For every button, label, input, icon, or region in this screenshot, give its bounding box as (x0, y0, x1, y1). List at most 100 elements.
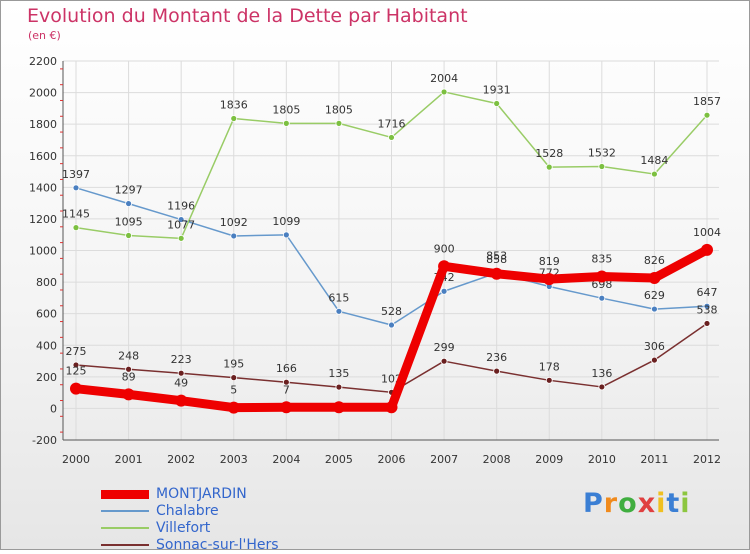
data-point (651, 356, 658, 364)
data-label: 49 (174, 377, 188, 390)
data-label: 1095 (115, 215, 143, 228)
data-label: 166 (276, 362, 297, 375)
y-tick-label: 1800 (29, 118, 57, 131)
x-tick-label: 2012 (693, 453, 721, 466)
y-tick-label: 2200 (29, 55, 57, 68)
logo-letter: r (603, 488, 619, 519)
data-point (125, 200, 132, 207)
legend-label: Villefort (156, 520, 211, 536)
logo-letter: i (680, 488, 691, 519)
data-label: 1836 (220, 98, 248, 111)
data-point (125, 365, 132, 373)
data-point (72, 224, 80, 232)
y-tick-label: 0 (50, 402, 57, 415)
data-point (440, 287, 448, 295)
data-label: 1528 (535, 147, 563, 160)
data-label: 1297 (115, 184, 143, 197)
data-label: 819 (539, 255, 560, 268)
data-point (335, 119, 343, 127)
data-point (543, 273, 556, 286)
data-label: 538 (697, 303, 718, 316)
legend: MONTJARDIN Chalabre Villefort Sonnac-sur-l'… (101, 486, 361, 554)
data-label: 1397 (62, 168, 90, 181)
data-label: 858 (486, 253, 507, 266)
x-tick-label: 2004 (272, 453, 300, 466)
data-label: 1805 (272, 103, 300, 116)
y-tick-label: 1200 (29, 213, 57, 226)
data-point (440, 357, 448, 365)
logo-letter: P (583, 488, 604, 519)
x-tick-label: 2007 (430, 453, 458, 466)
legend-label: Chalabre (156, 503, 219, 519)
data-label: 299 (434, 341, 455, 354)
y-tick-label: 1600 (29, 150, 57, 163)
data-label: 826 (644, 254, 665, 267)
y-tick-label: 600 (36, 308, 57, 321)
data-point (385, 401, 398, 414)
data-label: 5 (230, 384, 237, 397)
y-tick-label: 200 (36, 371, 57, 384)
data-point (332, 401, 345, 414)
data-label: 136 (591, 367, 612, 380)
logo-letter: x (637, 488, 657, 519)
data-point (438, 260, 451, 273)
data-point (598, 383, 606, 391)
data-label: 1077 (167, 218, 195, 231)
legend-item: Villefort (101, 520, 361, 537)
data-label: 528 (381, 305, 402, 318)
logo-letter: t (666, 488, 681, 519)
legend-swatch (101, 510, 149, 512)
data-point (72, 184, 80, 192)
data-label: 248 (118, 349, 139, 362)
data-label: 1092 (220, 216, 248, 229)
y-tick-label: 400 (36, 339, 57, 352)
x-tick-label: 2005 (325, 453, 353, 466)
data-label: 223 (171, 353, 192, 366)
data-label: 125 (66, 365, 87, 378)
data-point (282, 378, 290, 386)
data-point (595, 270, 608, 283)
x-tick-label: 2000 (62, 453, 90, 466)
legend-swatch (101, 544, 149, 546)
data-label: 1484 (640, 154, 668, 167)
y-tick-label: 1000 (29, 245, 57, 258)
data-point (282, 119, 290, 127)
data-label: 306 (644, 340, 665, 353)
data-point (230, 232, 238, 240)
x-tick-label: 2009 (535, 453, 563, 466)
data-label: 1532 (588, 146, 616, 159)
data-point (545, 376, 553, 384)
x-tick-label: 2002 (167, 453, 195, 466)
y-tick-label: -200 (32, 434, 57, 447)
data-point (490, 267, 503, 280)
data-point (648, 271, 661, 284)
data-point (282, 231, 290, 239)
data-label: 1716 (378, 117, 406, 130)
y-tick-label: 1400 (29, 181, 57, 194)
data-point (72, 361, 80, 369)
data-point (280, 401, 293, 414)
x-tick-label: 2006 (378, 453, 406, 466)
data-label: 629 (644, 289, 665, 302)
data-point (388, 134, 395, 141)
legend-label: Sonnac-sur-l'Hers (156, 537, 279, 553)
legend-item: Sonnac-sur-l'Hers (101, 537, 361, 554)
chart-title: Evolution du Montant de la Dette par Hab… (27, 5, 468, 27)
data-point (703, 111, 711, 119)
data-label: 1145 (62, 208, 90, 221)
data-label: 835 (591, 253, 612, 266)
data-point (703, 302, 711, 310)
logo-letter: i (656, 488, 667, 519)
data-point (70, 382, 82, 395)
x-tick-label: 2001 (115, 453, 143, 466)
data-point (227, 401, 240, 414)
data-label: 89 (122, 370, 136, 383)
x-tick-label: 2003 (220, 453, 248, 466)
data-label: 135 (328, 367, 349, 380)
data-point (651, 170, 658, 178)
data-point (177, 216, 185, 223)
legend-swatch (101, 489, 149, 499)
data-point (388, 321, 395, 329)
data-label: 1805 (325, 103, 353, 116)
